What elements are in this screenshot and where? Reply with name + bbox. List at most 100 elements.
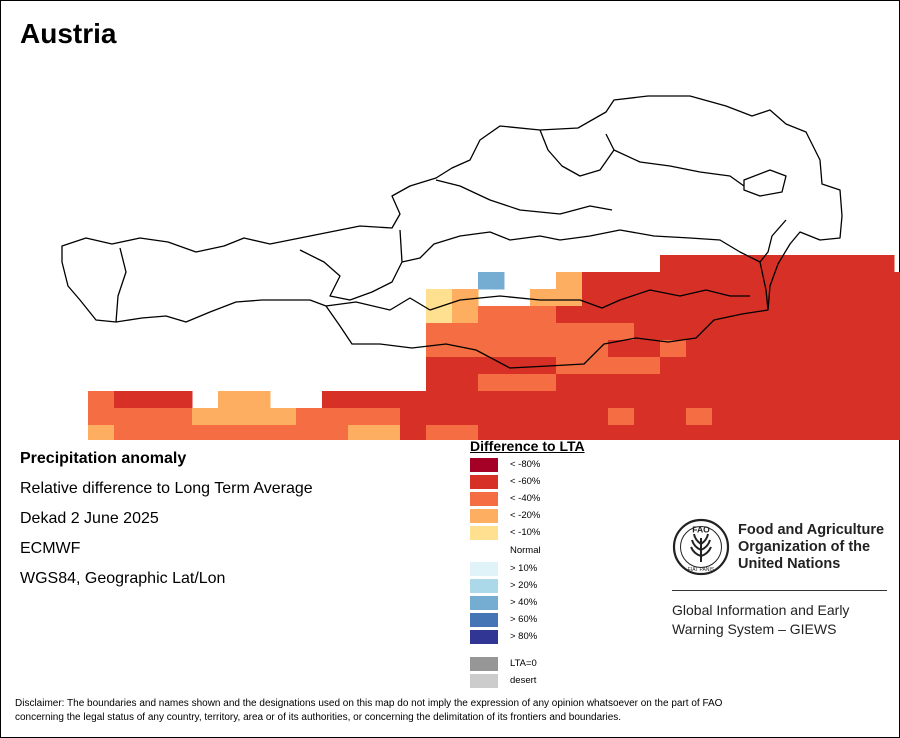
anomaly-cell <box>686 306 713 324</box>
region-border-noe-stmk <box>559 229 761 263</box>
anomaly-cell <box>88 408 115 426</box>
legend-swatch <box>470 544 498 558</box>
anomaly-cell <box>582 391 609 409</box>
anomaly-cell <box>140 391 167 409</box>
anomaly-cell <box>790 323 817 341</box>
anomaly-cell <box>842 391 869 409</box>
anomaly-cell <box>868 391 895 409</box>
anomaly-cell <box>218 391 245 409</box>
anomaly-cell <box>842 340 869 358</box>
anomaly-cell <box>842 306 869 324</box>
anomaly-cell <box>556 425 583 440</box>
legend-swatch <box>470 562 498 576</box>
region-border-salzburg-ooe <box>401 231 561 263</box>
anomaly-cell <box>556 340 583 358</box>
country-border-austria <box>61 95 843 369</box>
legend-swatch <box>470 526 498 540</box>
anomaly-cell <box>868 306 895 324</box>
fao-name-line: Organization of the <box>738 539 871 555</box>
anomaly-cell <box>842 408 869 426</box>
anomaly-cell <box>712 272 739 290</box>
anomaly-cell <box>764 323 791 341</box>
anomaly-cell <box>322 425 349 440</box>
anomaly-cell <box>556 408 583 426</box>
legend-label: LTA=0 <box>510 658 537 669</box>
anomaly-cell <box>244 391 271 409</box>
legend-swatch <box>470 596 498 610</box>
anomaly-cell <box>790 289 817 307</box>
legend-label: < -60% <box>510 476 541 487</box>
anomaly-cell <box>868 374 895 392</box>
anomaly-cell <box>790 391 817 409</box>
anomaly-cell <box>582 340 609 358</box>
legend: Difference to LTA < -80% < -60% < -40% < -2… <box>470 438 630 688</box>
anomaly-cell <box>582 272 609 290</box>
anomaly-cell <box>426 323 453 341</box>
anomaly-cell <box>738 323 765 341</box>
giews-line: Warning System – GIEWS <box>672 621 837 637</box>
fao-logo-motto: FIAT PANIS <box>688 567 715 573</box>
region-border-wien <box>743 169 787 197</box>
anomaly-cell <box>478 306 505 324</box>
anomaly-cell <box>738 408 765 426</box>
anomaly-cell <box>686 340 713 358</box>
anomaly-cell <box>660 289 687 307</box>
anomaly-cell <box>634 374 661 392</box>
legend-label: < -80% <box>510 459 541 470</box>
anomaly-cell <box>764 425 791 440</box>
anomaly-cell <box>660 272 687 290</box>
anomaly-cell <box>816 340 843 358</box>
anomaly-cell <box>400 391 427 409</box>
legend-label: Normal <box>510 545 541 556</box>
anomaly-cell <box>660 323 687 341</box>
anomaly-cell <box>868 255 895 273</box>
anomaly-cell <box>530 425 557 440</box>
anomaly-cell <box>452 357 479 375</box>
anomaly-cell <box>426 306 453 324</box>
anomaly-cell <box>608 340 635 358</box>
anomaly-cell <box>88 391 115 409</box>
fao-divider <box>672 590 887 591</box>
anomaly-cell <box>530 391 557 409</box>
anomaly-cell <box>426 374 453 392</box>
anomaly-cell <box>452 425 479 440</box>
anomaly-cell <box>504 374 531 392</box>
anomaly-cell <box>842 289 869 307</box>
anomaly-cell <box>140 425 167 440</box>
fao-logo-icon: FAO FIAT PANIS <box>672 518 730 576</box>
fao-organization-name: Food and Agriculture Organization of the… <box>738 522 884 573</box>
anomaly-cell <box>504 340 531 358</box>
anomaly-cell <box>686 374 713 392</box>
anomaly-cell <box>452 340 479 358</box>
region-border-vorarlberg <box>115 247 127 323</box>
legend-label: > 40% <box>510 597 538 608</box>
anomaly-cell <box>634 272 661 290</box>
anomaly-cell <box>218 408 245 426</box>
anomaly-cell <box>478 340 505 358</box>
legend-swatch <box>470 475 498 489</box>
legend-label: < -10% <box>510 527 541 538</box>
anomaly-cell <box>556 272 583 290</box>
anomaly-cell <box>426 357 453 375</box>
anomaly-cell <box>816 323 843 341</box>
anomaly-grid-cells <box>88 255 900 440</box>
anomaly-cell <box>894 374 900 392</box>
legend-swatch <box>470 630 498 644</box>
anomaly-cell <box>816 272 843 290</box>
anomaly-cell <box>894 289 900 307</box>
anomaly-cell <box>686 391 713 409</box>
fao-name-line: United Nations <box>738 556 841 572</box>
anomaly-cell <box>816 425 843 440</box>
legend-swatch <box>470 458 498 472</box>
anomaly-cell <box>712 255 739 273</box>
anomaly-cell <box>842 255 869 273</box>
anomaly-cell <box>426 425 453 440</box>
anomaly-cell <box>556 306 583 324</box>
anomaly-cell <box>192 425 219 440</box>
legend-swatch <box>470 613 498 627</box>
anomaly-cell <box>686 357 713 375</box>
anomaly-cell <box>634 391 661 409</box>
anomaly-cell <box>738 425 765 440</box>
anomaly-cell <box>660 408 687 426</box>
anomaly-cell <box>686 408 713 426</box>
